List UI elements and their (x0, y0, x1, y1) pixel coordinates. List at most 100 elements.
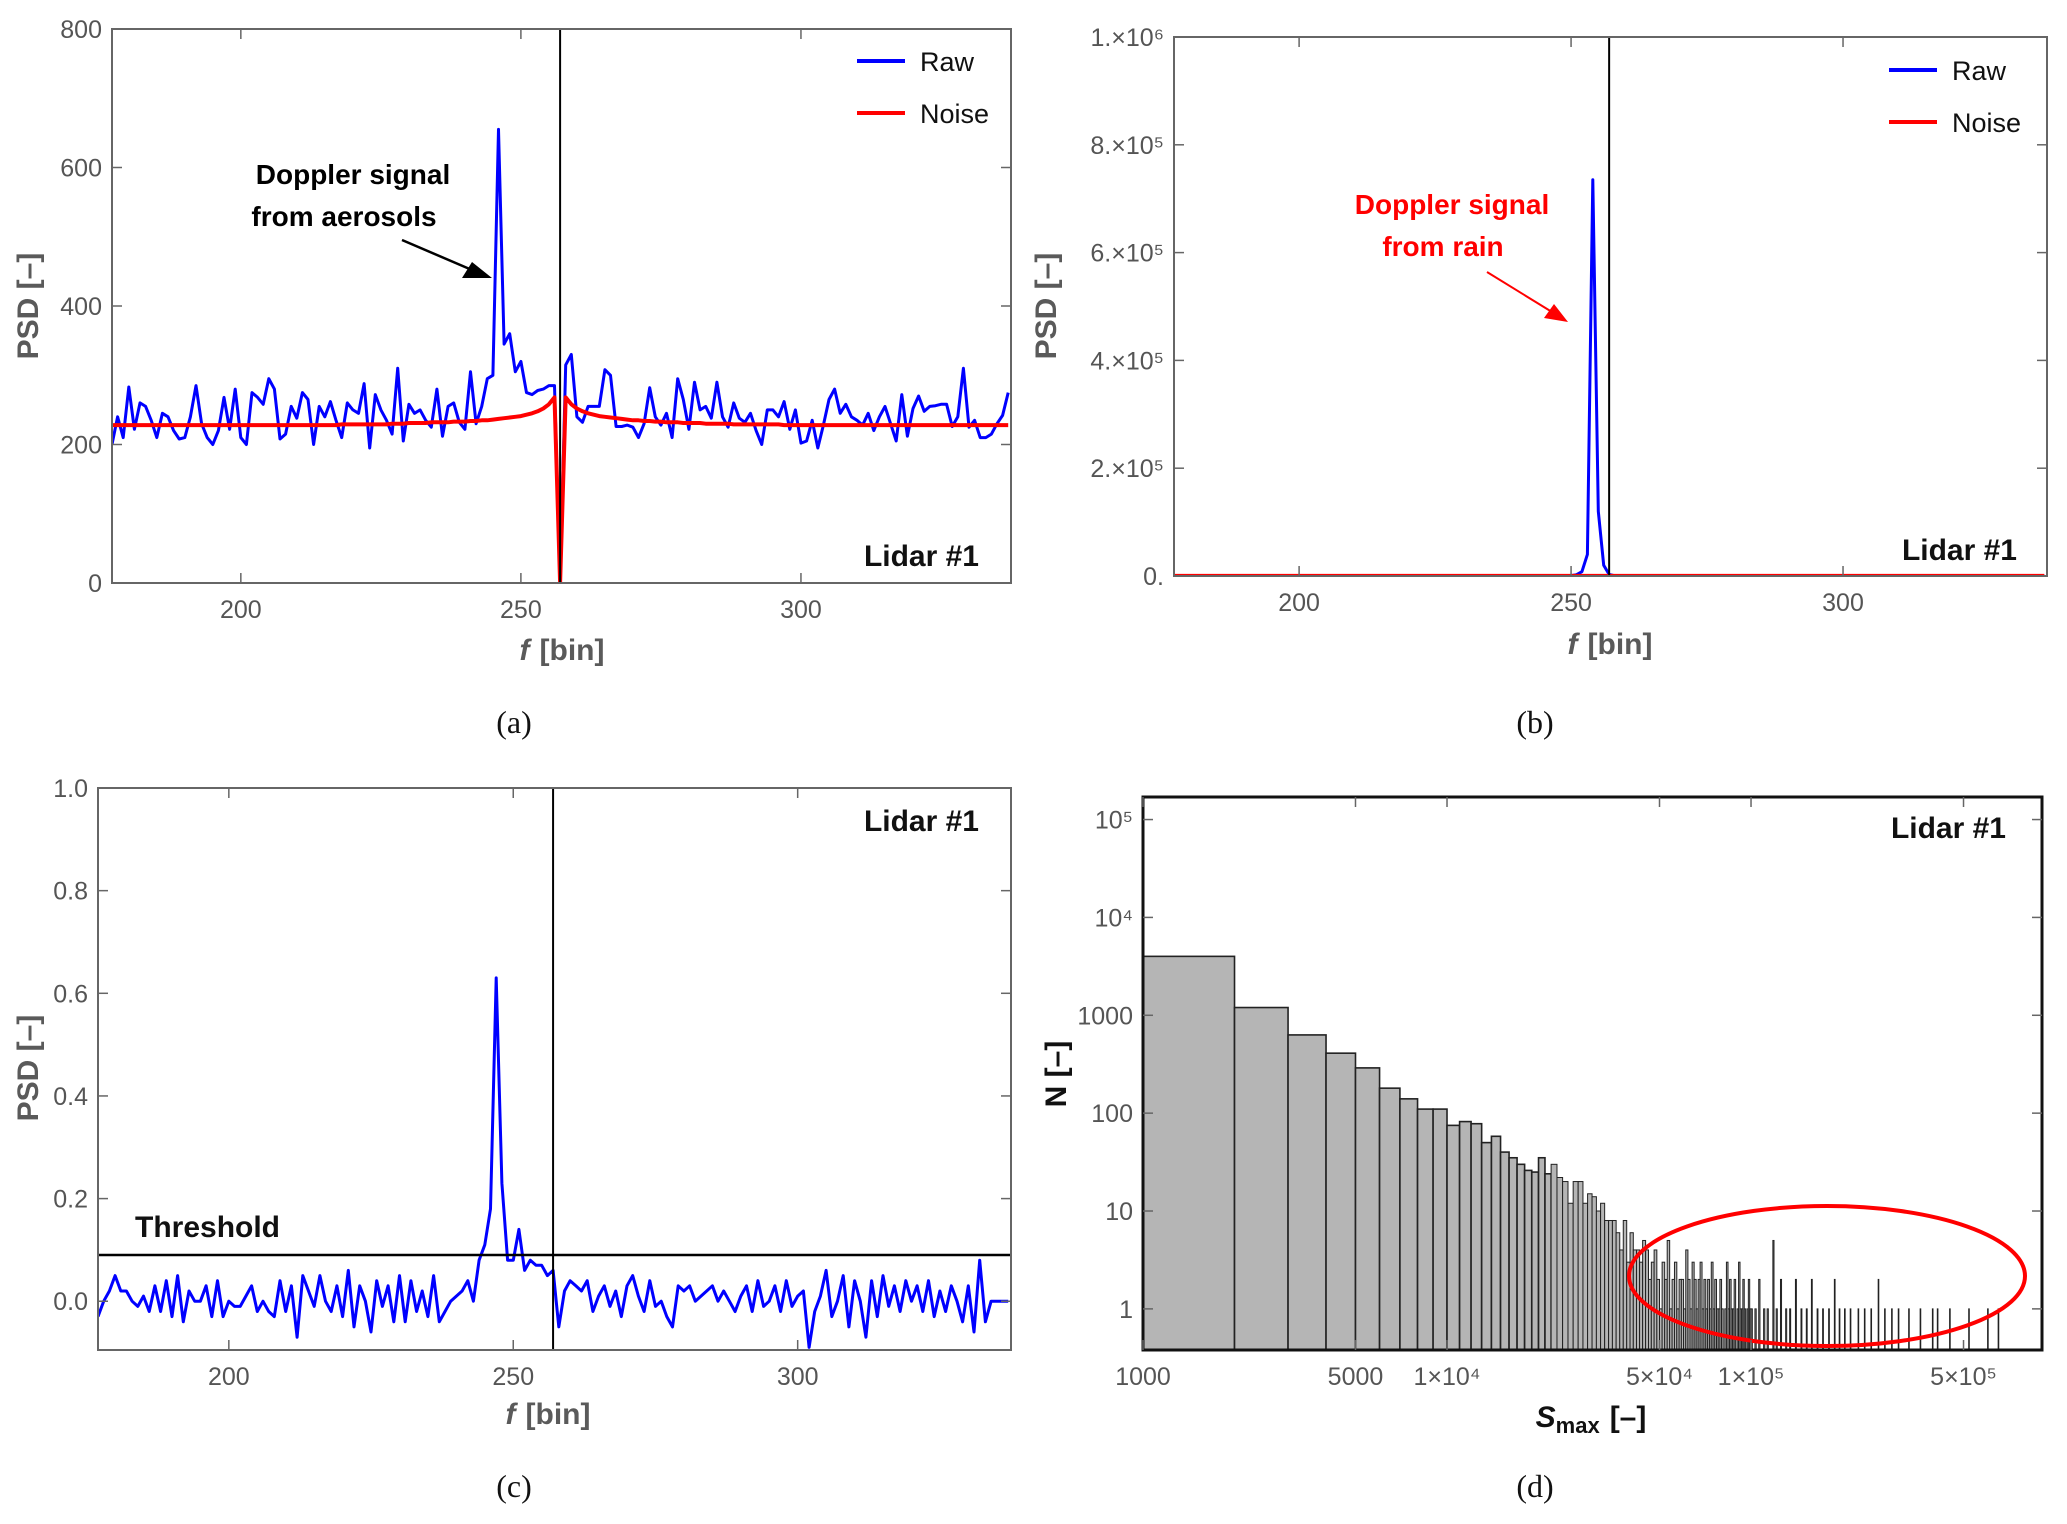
histogram-bar (1810, 1278, 1813, 1350)
histogram-bar (1233, 1006, 1289, 1350)
histogram-bar (1877, 1278, 1880, 1350)
histogram-bar (1849, 1308, 1852, 1350)
histogram-bar (1143, 955, 1236, 1350)
histogram-bar (1987, 1308, 1989, 1350)
legend-label-noise: Noise (1952, 108, 2021, 138)
histogram-bar (1800, 1308, 1803, 1350)
plot-frame (1173, 36, 2048, 577)
histogram-bar (1458, 1120, 1472, 1350)
histogram-bar (1763, 1308, 1766, 1350)
x-axis-unit: [–] (1610, 1401, 1647, 1434)
x-tick-label: 250 (1550, 589, 1592, 617)
lidar-label: Lidar #1 (864, 540, 979, 573)
y-tick-label: 10⁴ (1094, 904, 1133, 932)
x-axis-var: f (520, 634, 533, 667)
x-axis-title: f [bin] (520, 634, 605, 667)
legend-label-raw: Raw (1952, 56, 2007, 86)
y-tick-label: 0.0 (53, 1288, 88, 1316)
histogram-bar (1766, 1308, 1769, 1350)
lidar-label: Lidar #1 (864, 805, 979, 838)
plot-frame (97, 787, 1012, 1351)
series-line-raw (112, 127, 1010, 583)
x-tick-label: 1000 (1115, 1363, 1171, 1391)
histogram-bar (1884, 1308, 1886, 1350)
legend-label-noise: Noise (920, 99, 989, 129)
histogram-bar (1919, 1308, 1922, 1350)
y-tick-label: 0.8 (53, 878, 88, 906)
x-axis-unit: [bin] (1588, 628, 1653, 661)
x-axis-title: Smax [–] (1536, 1401, 1647, 1438)
y-tick-label: 1000 (1077, 1002, 1133, 1030)
plot-area (112, 127, 1010, 583)
x-axis-title: f [bin] (1568, 628, 1653, 661)
histogram-bar (1604, 1219, 1610, 1350)
x-axis-var: f (506, 1398, 519, 1431)
caption: (b) (1516, 704, 1553, 740)
histogram-bar (1480, 1141, 1493, 1350)
lidar-label: Lidar #1 (1891, 812, 2006, 845)
histogram-bar (1897, 1308, 1900, 1350)
histogram-bar (1432, 1108, 1448, 1350)
x-tick-label: 200 (220, 596, 262, 624)
histogram-bar (1287, 1034, 1327, 1350)
histogram-bar (1750, 1308, 1753, 1350)
y-tick-label: 800 (60, 16, 102, 44)
panel-b: PSD [–] f [bin] Raw Noise Doppler signal … (1030, 56, 2021, 740)
x-axis-unit: [bin] (526, 1398, 591, 1431)
histogram-bar (1725, 1261, 1729, 1350)
histogram-bar (1600, 1202, 1606, 1350)
histogram-bar (1499, 1151, 1510, 1350)
histogram-bar (1325, 1052, 1357, 1350)
y-tick-label: 0 (88, 570, 102, 598)
histogram-bar (1516, 1163, 1526, 1350)
y-tick-label: 200 (60, 432, 102, 460)
x-tick-label: 300 (780, 596, 822, 624)
caption: (a) (496, 704, 532, 740)
histogram-bar (1354, 1067, 1381, 1350)
histogram-bar (1567, 1202, 1574, 1350)
histogram-bar (1673, 1261, 1678, 1350)
x-tick-label: 5×10⁵ (1930, 1363, 1997, 1391)
y-tick-label: 0.2 (53, 1186, 88, 1214)
series-line-noise (112, 395, 1009, 583)
histogram-bar (1828, 1308, 1830, 1350)
histogram-bar (1931, 1308, 1934, 1350)
annotation-arrow (1486, 271, 1568, 322)
x-tick-label: 5000 (1328, 1363, 1384, 1391)
y-tick-label: 100 (1091, 1100, 1133, 1128)
y-tick-label: 400 (60, 293, 102, 321)
histogram-bar (1891, 1308, 1893, 1350)
histogram-bar (1446, 1124, 1461, 1350)
histogram-bar (1572, 1181, 1579, 1350)
y-tick-label: 0.4 (53, 1083, 88, 1111)
histogram-bar (1537, 1156, 1546, 1350)
panel-a: PSD [–] f [bin] Raw Noise Doppler signal … (12, 47, 989, 740)
histogram-bar (1544, 1173, 1552, 1350)
histogram-bar (1530, 1171, 1540, 1350)
histogram-bar (1577, 1181, 1584, 1350)
y-tick-label: 1.0 (53, 775, 88, 803)
histogram-bar (1619, 1249, 1624, 1350)
histogram-bar (1936, 1308, 1939, 1350)
panel-b-plot: 200 250 300 0. 2.×10⁵ 4.×10⁵ 6.×10⁵ 8.×10⁵ 1.×10… (1090, 24, 2048, 617)
x-tick-label: 1×10⁴ (1413, 1363, 1480, 1391)
panel-a-plot: 200 250 300 0 200 400 600 800 (60, 16, 1012, 624)
histogram-bar (1562, 1181, 1569, 1350)
histogram-bar (1772, 1239, 1775, 1350)
threshold-label: Threshold (135, 1211, 280, 1244)
y-tick-label: 0.6 (53, 980, 88, 1008)
y-tick-label: 2.×10⁵ (1090, 455, 1164, 483)
histogram-bar (1838, 1308, 1841, 1350)
histogram-bar (1378, 1087, 1401, 1350)
annotation-line-1: Doppler signal (256, 159, 450, 190)
histogram-bar (1822, 1308, 1824, 1350)
histogram-bar (1399, 1098, 1419, 1350)
histogram-bar (1857, 1308, 1860, 1350)
histogram-bar (1785, 1308, 1788, 1350)
histogram-bar (1794, 1278, 1797, 1350)
y-tick-label: 10⁵ (1095, 807, 1133, 835)
histogram-bar (1416, 1108, 1434, 1350)
histogram-bar (1870, 1308, 1873, 1350)
histogram-bar (1470, 1122, 1483, 1350)
panel-d-plot: 1000 5000 1×10⁴ 5×10⁴ 1×10⁵ 5×10⁵ 1 10 100 1000 10… (1077, 795, 2044, 1391)
